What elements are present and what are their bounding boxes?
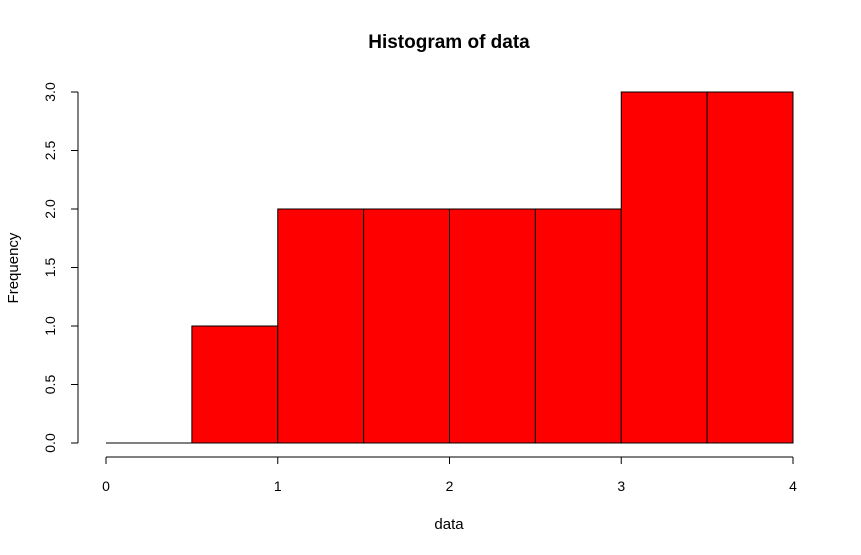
histogram-bar-5 <box>534 208 622 444</box>
y-tick-label-2: 1.0 <box>42 316 58 336</box>
chart-title: Histogram of data <box>368 32 530 53</box>
histogram-bar-3 <box>363 208 450 444</box>
y-tick-label-3: 1.5 <box>42 258 58 278</box>
y-axis-label: Frequency <box>5 232 22 303</box>
x-tick-label-2: 2 <box>446 478 454 494</box>
x-tick-label-1: 1 <box>274 478 282 494</box>
histogram-bar-4 <box>449 208 536 444</box>
bars-group <box>106 91 794 444</box>
y-axis: 0.0 0.5 1.0 1.5 2.0 2.5 3.0 <box>42 82 79 453</box>
histogram-bar-6 <box>620 91 708 444</box>
histogram-bar-2 <box>277 208 365 444</box>
y-tick-label-1: 0.5 <box>42 375 58 395</box>
x-axis-label: data <box>434 516 464 533</box>
histogram-bar-7 <box>706 91 794 444</box>
histogram-bar-1 <box>191 325 279 444</box>
x-tick-label-0: 0 <box>102 478 110 494</box>
y-tick-label-5: 2.5 <box>42 141 58 161</box>
y-tick-label-6: 3.0 <box>42 82 58 102</box>
x-tick-label-3: 3 <box>617 478 625 494</box>
x-axis: 0 1 2 3 4 <box>102 456 797 494</box>
y-tick-label-4: 2.0 <box>42 199 58 219</box>
x-tick-label-4: 4 <box>789 478 797 494</box>
y-tick-label-0: 0.0 <box>42 433 58 453</box>
